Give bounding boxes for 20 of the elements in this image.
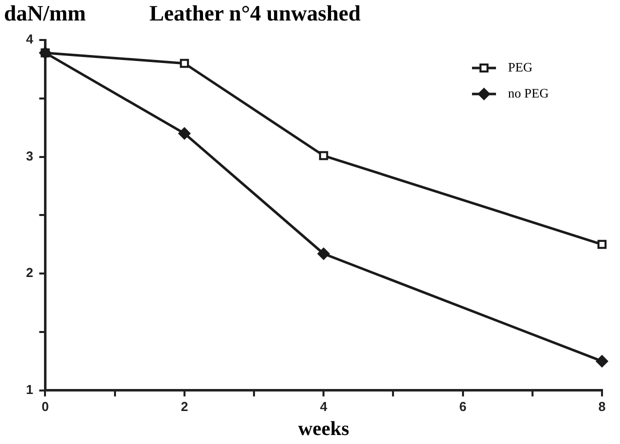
point <box>597 240 607 249</box>
y-tick-label: 3 <box>26 148 34 164</box>
y-tick-label: 2 <box>26 265 34 280</box>
x-tick-label: 4 <box>320 398 328 414</box>
y-tick-label: 1 <box>26 382 34 397</box>
x-tick-label: 8 <box>598 398 606 414</box>
point <box>319 151 328 160</box>
x-tick-label: 2 <box>180 398 188 414</box>
point <box>180 58 189 68</box>
y-axis-title: daN/mm <box>4 0 86 26</box>
point <box>318 248 330 260</box>
chart-title: Leather n°4 unwashed <box>149 0 361 26</box>
point <box>596 355 608 368</box>
y-tick-label: 4 <box>26 32 34 47</box>
x-axis-title: weeks <box>298 418 350 440</box>
legend-label: no PEG <box>508 85 549 100</box>
legend-label: PEG <box>508 59 533 74</box>
point <box>178 127 190 140</box>
x-tick-label: 6 <box>459 398 466 414</box>
x-tick-label: 0 <box>42 398 49 414</box>
